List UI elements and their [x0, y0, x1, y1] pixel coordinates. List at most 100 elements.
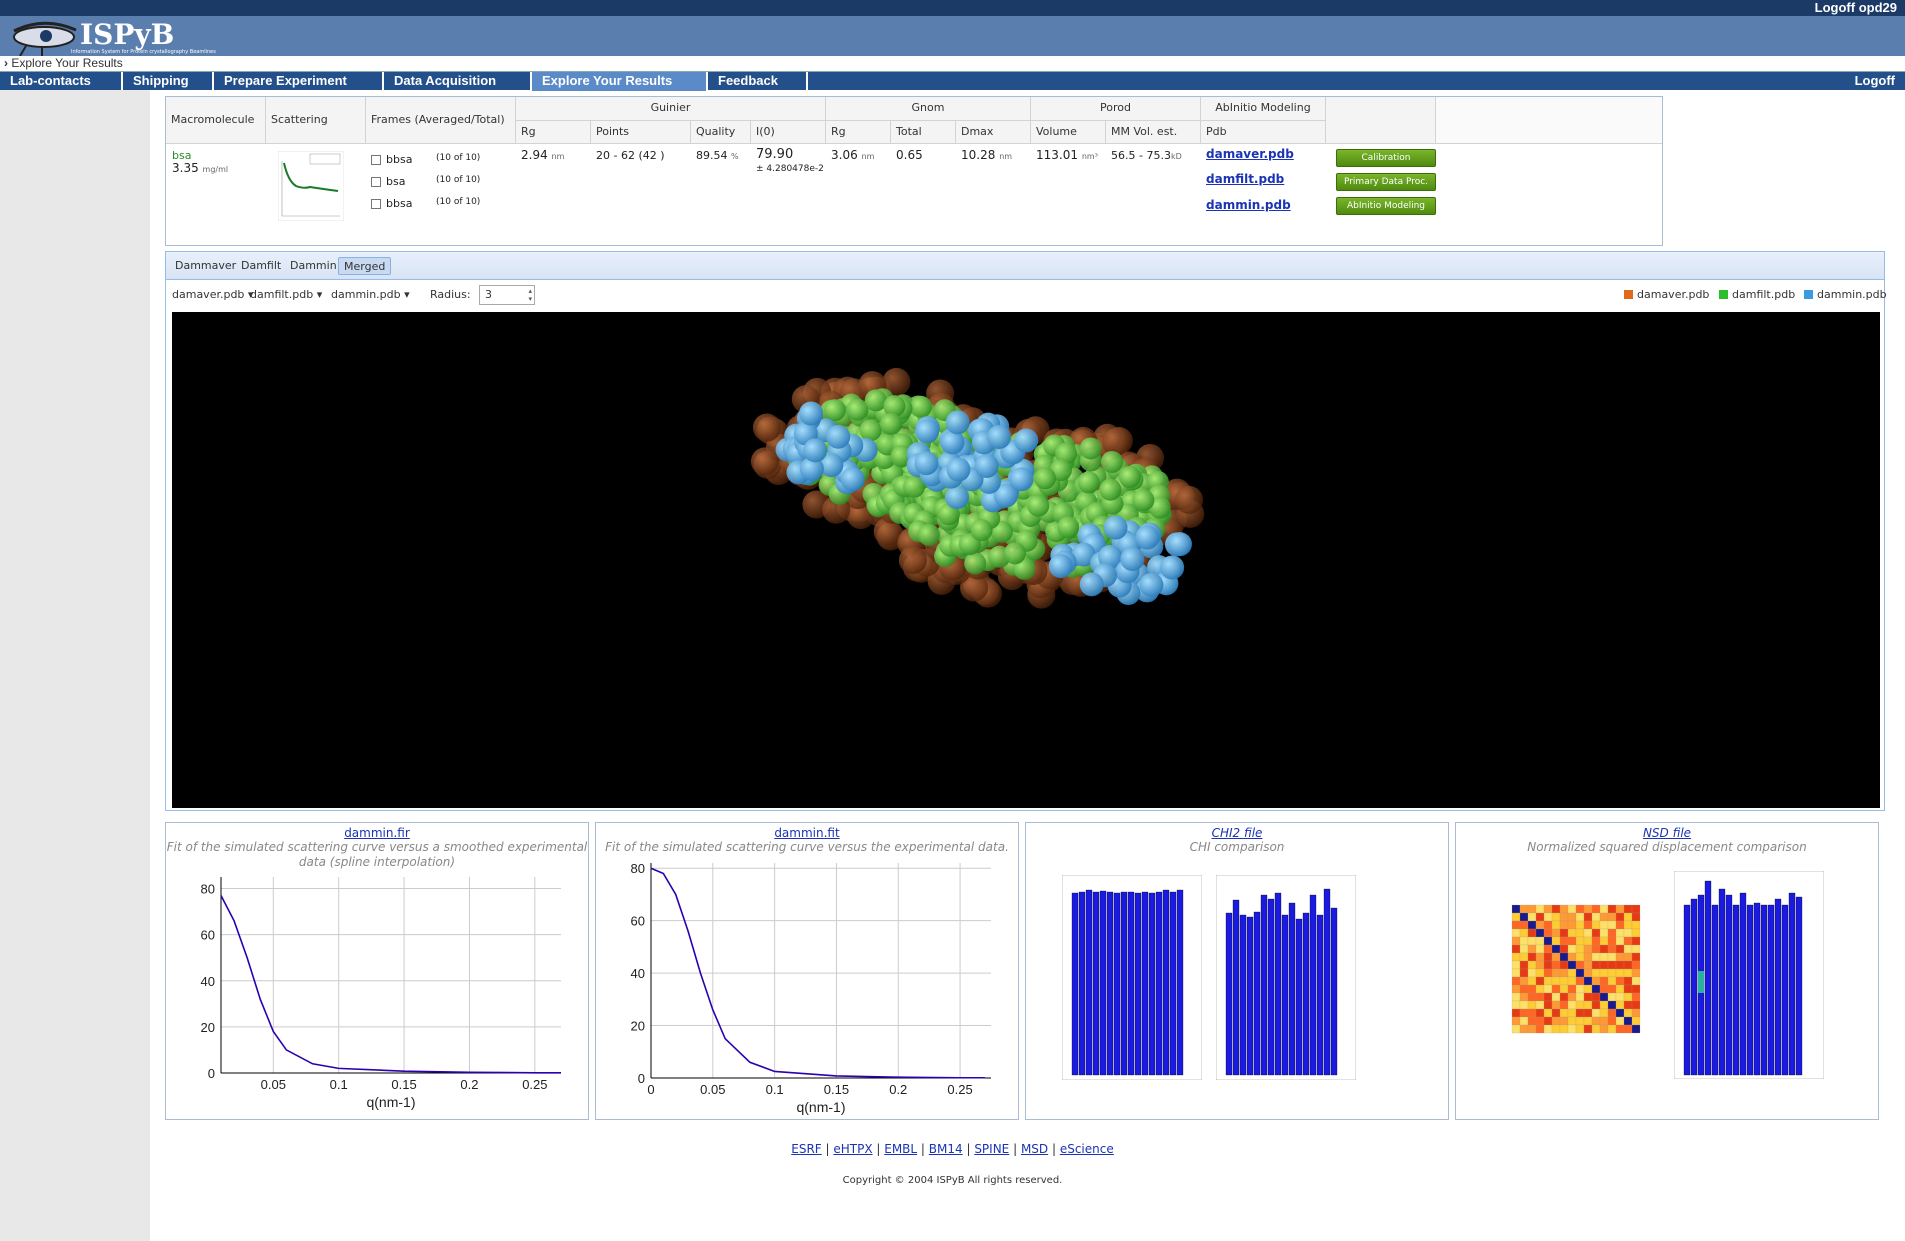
- nsd-heatmap-thumbnail[interactable]: [1502, 901, 1642, 1041]
- porod-mm: 56.5 - 75.3: [1111, 149, 1171, 162]
- heatmap-cell: [1543, 1016, 1553, 1026]
- footer-link-esrf[interactable]: ESRF: [791, 1142, 822, 1156]
- nav-prepare-experiment[interactable]: Prepare Experiment: [214, 72, 384, 91]
- heatmap-cell: [1599, 968, 1609, 978]
- heatmap-cell: [1519, 1000, 1529, 1010]
- card-subtitle: CHI comparison: [1189, 840, 1285, 854]
- bead-group: [750, 367, 1205, 609]
- tab-damfilt[interactable]: Damfilt: [241, 259, 282, 272]
- heatmap-cell: [1623, 928, 1633, 938]
- heatmap-cell: [1631, 928, 1641, 938]
- footer-link-bm14[interactable]: BM14: [928, 1142, 963, 1156]
- abinitio-modeling-button[interactable]: AbInitio Modeling: [1336, 197, 1436, 215]
- chi2-card: CHI2 file CHI comparison: [1025, 822, 1449, 1120]
- guinier-rg: 2.94: [521, 148, 548, 162]
- radius-spinner[interactable]: 3 ▴ ▾: [479, 285, 535, 305]
- col-volume[interactable]: Volume: [1031, 121, 1106, 144]
- damfilt-dropdown[interactable]: damfilt.pdb ▾: [250, 288, 322, 301]
- heatmap-cell: [1583, 952, 1593, 962]
- col-frames[interactable]: Frames (Averaged/Total): [366, 97, 516, 144]
- col-total[interactable]: Total: [891, 121, 956, 144]
- col-rg[interactable]: Rg: [516, 121, 591, 144]
- nav-explore-results[interactable]: Explore Your Results: [532, 72, 708, 91]
- heatmap-cell: [1559, 992, 1569, 1002]
- heatmap-cell: [1511, 1016, 1521, 1026]
- heatmap-cell: [1567, 1024, 1577, 1034]
- x-tick-label: 0.2: [460, 1077, 478, 1092]
- unit: %: [731, 152, 739, 161]
- logoff-user-link[interactable]: Logoff opd29: [1814, 0, 1897, 15]
- footer-link-escience[interactable]: eScience: [1059, 1142, 1114, 1156]
- scattering-thumbnail[interactable]: [278, 151, 344, 221]
- macromolecule-name: bsa: [172, 149, 192, 162]
- heatmap-cell: [1575, 920, 1585, 930]
- y-tick-label: 20: [201, 1020, 215, 1035]
- col-quality[interactable]: Quality: [691, 121, 751, 144]
- footer-link-embl[interactable]: EMBL: [884, 1142, 918, 1156]
- col-dmax[interactable]: Dmax: [956, 121, 1031, 144]
- gnom-rg: 3.06: [831, 148, 858, 162]
- heatmap-cell: [1543, 936, 1553, 946]
- heatmap-cell: [1623, 960, 1633, 970]
- nav-logoff[interactable]: Logoff: [1854, 73, 1895, 88]
- heatmap-cell: [1559, 912, 1569, 922]
- tab-merged[interactable]: Merged: [338, 257, 392, 275]
- y-tick-label: 80: [631, 861, 645, 876]
- nav-shipping[interactable]: Shipping: [123, 72, 214, 91]
- heatmap-cell: [1559, 1024, 1569, 1034]
- col-mm[interactable]: MM Vol. est.: [1106, 121, 1201, 144]
- heatmap-cell: [1535, 992, 1545, 1002]
- footer-link-spine[interactable]: SPINE: [974, 1142, 1010, 1156]
- dammin-pdb-link[interactable]: dammin.pdb: [1206, 198, 1291, 212]
- nav-lab-contacts[interactable]: Lab-contacts: [0, 72, 123, 91]
- heatmap-cell: [1543, 968, 1553, 978]
- 3d-model-canvas[interactable]: [172, 312, 1880, 808]
- dammin-fit-link[interactable]: dammin.fit: [774, 826, 840, 840]
- frame-checkbox[interactable]: [371, 155, 381, 165]
- heatmap-cell: [1519, 968, 1529, 978]
- frame-checkbox[interactable]: [371, 199, 381, 209]
- footer-link-msd[interactable]: MSD: [1020, 1142, 1049, 1156]
- col-pdb[interactable]: Pdb: [1201, 121, 1326, 144]
- col-macromolecule[interactable]: Macromolecule: [166, 97, 266, 144]
- dammin-fir-chart: 0.05 0.1 0.15 0.2 0.25 0 20 40 60 80 q(nm-1): [201, 877, 561, 1110]
- heatmap-cell: [1559, 976, 1569, 986]
- heatmap-cell: [1543, 904, 1553, 914]
- damaver-pdb-link[interactable]: damaver.pdb: [1206, 147, 1294, 161]
- bead: [882, 367, 911, 396]
- heatmap-cell: [1607, 984, 1617, 994]
- bead: [1098, 544, 1123, 569]
- heatmap-cell: [1591, 952, 1601, 962]
- heatmap-cell: [1599, 1008, 1609, 1018]
- chi2-thumbnail-2[interactable]: [1216, 875, 1356, 1080]
- nsd-file-link[interactable]: NSD file: [1642, 826, 1692, 840]
- chi2-file-link[interactable]: CHI2 file: [1211, 826, 1263, 840]
- chi2-thumbnail[interactable]: [1062, 875, 1202, 1080]
- col-scattering[interactable]: Scattering: [266, 97, 366, 144]
- damfilt-pdb-link[interactable]: damfilt.pdb: [1206, 172, 1285, 186]
- caret-down-icon: ▾: [247, 288, 254, 301]
- bead: [1167, 532, 1192, 557]
- nsd-bars-thumbnail[interactable]: [1674, 871, 1824, 1079]
- col-i0[interactable]: I(0): [751, 121, 826, 144]
- damaver-dropdown[interactable]: damaver.pdb ▾: [172, 288, 253, 301]
- dammin-dropdown[interactable]: dammin.pdb ▾: [331, 288, 410, 301]
- col-gnom-rg[interactable]: Rg: [826, 121, 891, 144]
- tab-dammaver[interactable]: Dammaver: [175, 259, 237, 272]
- col-points[interactable]: Points: [591, 121, 691, 144]
- nav-data-acquisition[interactable]: Data Acquisition: [384, 72, 532, 91]
- tab-dammin[interactable]: Dammin: [290, 259, 337, 272]
- heatmap-cell: [1583, 968, 1593, 978]
- heatmap-cell: [1607, 904, 1617, 914]
- frame-checkbox[interactable]: [371, 177, 381, 187]
- heatmap-cell: [1543, 912, 1553, 922]
- primary-data-proc-button[interactable]: Primary Data Proc.: [1336, 173, 1436, 191]
- nav-feedback[interactable]: Feedback: [708, 72, 808, 91]
- footer-link-ehtpx[interactable]: eHTPX: [833, 1142, 873, 1156]
- calibration-button[interactable]: Calibration: [1336, 149, 1436, 167]
- guinier-i0: 79.90: [756, 147, 794, 162]
- dammin-fir-link[interactable]: dammin.fir: [344, 826, 410, 840]
- heatmap-cell: [1591, 992, 1601, 1002]
- heatmap-cell: [1535, 904, 1545, 914]
- spinner-arrows-icon[interactable]: ▴ ▾: [528, 287, 532, 303]
